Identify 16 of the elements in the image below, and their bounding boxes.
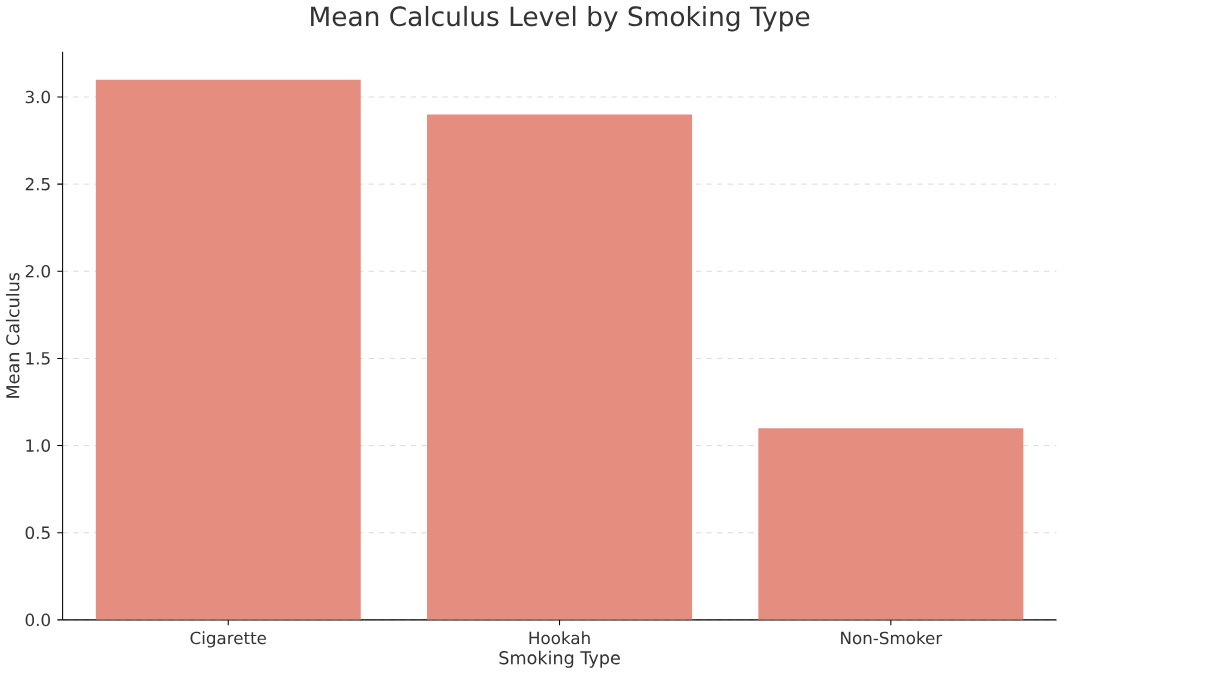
y-tick-label: 0.5 — [25, 526, 50, 540]
bar — [758, 428, 1024, 621]
y-tick-label: 3.0 — [25, 90, 50, 104]
y-tick-label: 2.0 — [25, 265, 50, 278]
y-axis-title: Mean Calculus — [5, 273, 20, 398]
y-tick-label: 2.5 — [25, 177, 50, 191]
x-tick-label: Hookah — [529, 631, 590, 645]
chart-title: Mean Calculus Level by Smoking Type — [311, 6, 810, 32]
bar — [95, 79, 361, 621]
y-tick-label: 1.0 — [26, 439, 50, 453]
x-tick-label: Non-Smoker — [841, 631, 943, 645]
bar — [427, 114, 693, 621]
y-tick-label: 0.0 — [25, 613, 50, 627]
x-tick-label: Cigarette — [190, 631, 267, 648]
y-tick-label: 1.5 — [26, 352, 50, 365]
x-axis-title: Smoking Type — [499, 650, 620, 668]
